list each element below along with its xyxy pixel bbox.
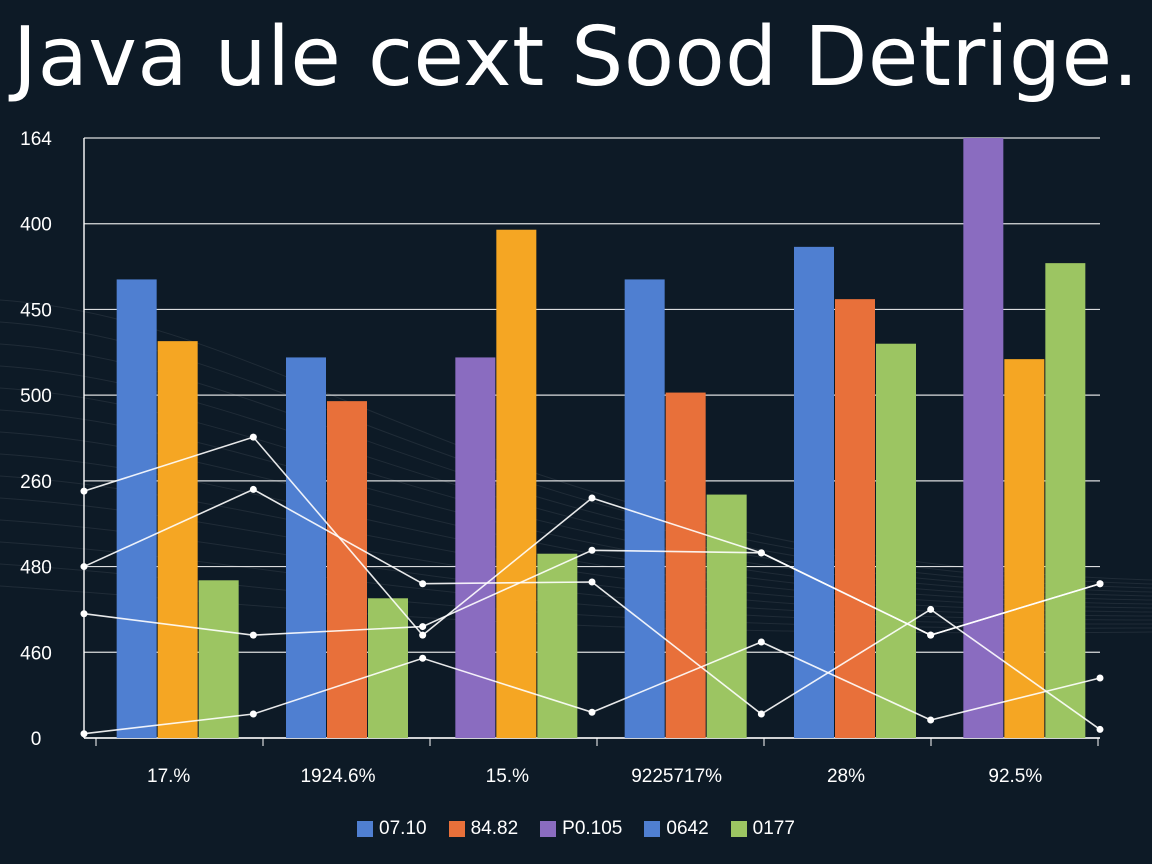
legend-swatch: [730, 821, 747, 837]
bar: [116, 279, 157, 738]
x-tick-label: 9225717%: [631, 766, 722, 787]
line-series: [80, 433, 1104, 738]
bar: [624, 279, 665, 738]
bar: [665, 392, 706, 738]
line-point: [1096, 674, 1104, 682]
line-point: [249, 710, 257, 718]
line-point: [927, 716, 935, 724]
bar: [1004, 359, 1045, 738]
x-tick-labels: 17.% 1924.6% 15.% 9225717% 28% 92.5%: [147, 766, 1042, 787]
legend-item: 07.10: [357, 818, 427, 840]
bar: [327, 401, 367, 738]
bar-series: [116, 138, 1086, 738]
line-point: [927, 605, 935, 613]
x-tick-label: 17.%: [147, 766, 190, 787]
line-point: [927, 631, 935, 639]
bar: [963, 138, 1004, 738]
x-tick-label: 15.%: [486, 766, 529, 787]
line-point: [1096, 725, 1104, 733]
bar: [794, 246, 834, 738]
legend-label: 0642: [666, 818, 709, 839]
line-point: [80, 730, 88, 738]
y-tick-labels: 164 400 450 500 260 480 460 0: [20, 129, 52, 750]
legend-swatch: [540, 821, 557, 837]
bar: [198, 580, 239, 738]
line-point: [419, 654, 427, 662]
line-point: [249, 631, 257, 639]
bar: [286, 357, 326, 738]
legend-label: 07.10: [379, 818, 427, 839]
bar: [455, 357, 496, 738]
line-point: [588, 546, 596, 554]
line-point: [249, 485, 257, 493]
legend-item: P0.105: [540, 818, 622, 840]
bar: [706, 494, 747, 738]
legend-swatch: [448, 821, 465, 837]
line-point: [757, 710, 765, 718]
y-tick-label: 500: [20, 386, 52, 407]
y-tick-label: 0: [31, 729, 42, 750]
legend-label: 84.82: [470, 818, 519, 839]
line-point: [80, 487, 88, 495]
line-point: [80, 610, 88, 618]
bar: [835, 299, 875, 738]
legend-label: 0177: [752, 818, 795, 839]
legend-swatch: [644, 821, 661, 837]
line-point: [249, 433, 257, 441]
y-tick-label: 460: [20, 643, 52, 664]
bar: [1045, 263, 1086, 738]
legend: 07.10 84.82 P0.105 0642 0177: [0, 818, 1152, 840]
x-tick-label: 92.5%: [988, 766, 1042, 787]
bar: [368, 598, 408, 738]
chart-title: Java ule cext Sood Detrige.: [12, 10, 1140, 105]
line-point: [757, 638, 765, 646]
y-tick-label: 400: [20, 215, 52, 236]
bar: [876, 343, 916, 738]
line-point: [419, 580, 427, 588]
legend-swatch: [357, 821, 374, 837]
legend-item: 0642: [644, 818, 709, 840]
line-point: [588, 578, 596, 586]
x-tick-label: 1924.6%: [300, 766, 375, 787]
y-tick-label: 164: [20, 129, 52, 150]
legend-item: 84.82: [448, 818, 519, 840]
bar: [537, 553, 578, 738]
y-tick-label: 260: [20, 472, 52, 493]
legend-item: 0177: [730, 818, 795, 840]
line-point: [588, 708, 596, 716]
line-point: [419, 623, 427, 631]
line-point: [757, 549, 765, 557]
legend-label: P0.105: [562, 818, 623, 839]
line-point: [80, 563, 88, 571]
bar: [157, 341, 198, 738]
line-point: [419, 631, 427, 639]
y-tick-label: 450: [20, 300, 52, 321]
y-tick-label: 480: [20, 558, 52, 579]
bar: [496, 229, 537, 738]
x-tick-label: 28%: [827, 766, 865, 787]
line-point: [1096, 580, 1104, 588]
grid-lines: [83, 137, 1100, 746]
line-point: [588, 494, 596, 502]
